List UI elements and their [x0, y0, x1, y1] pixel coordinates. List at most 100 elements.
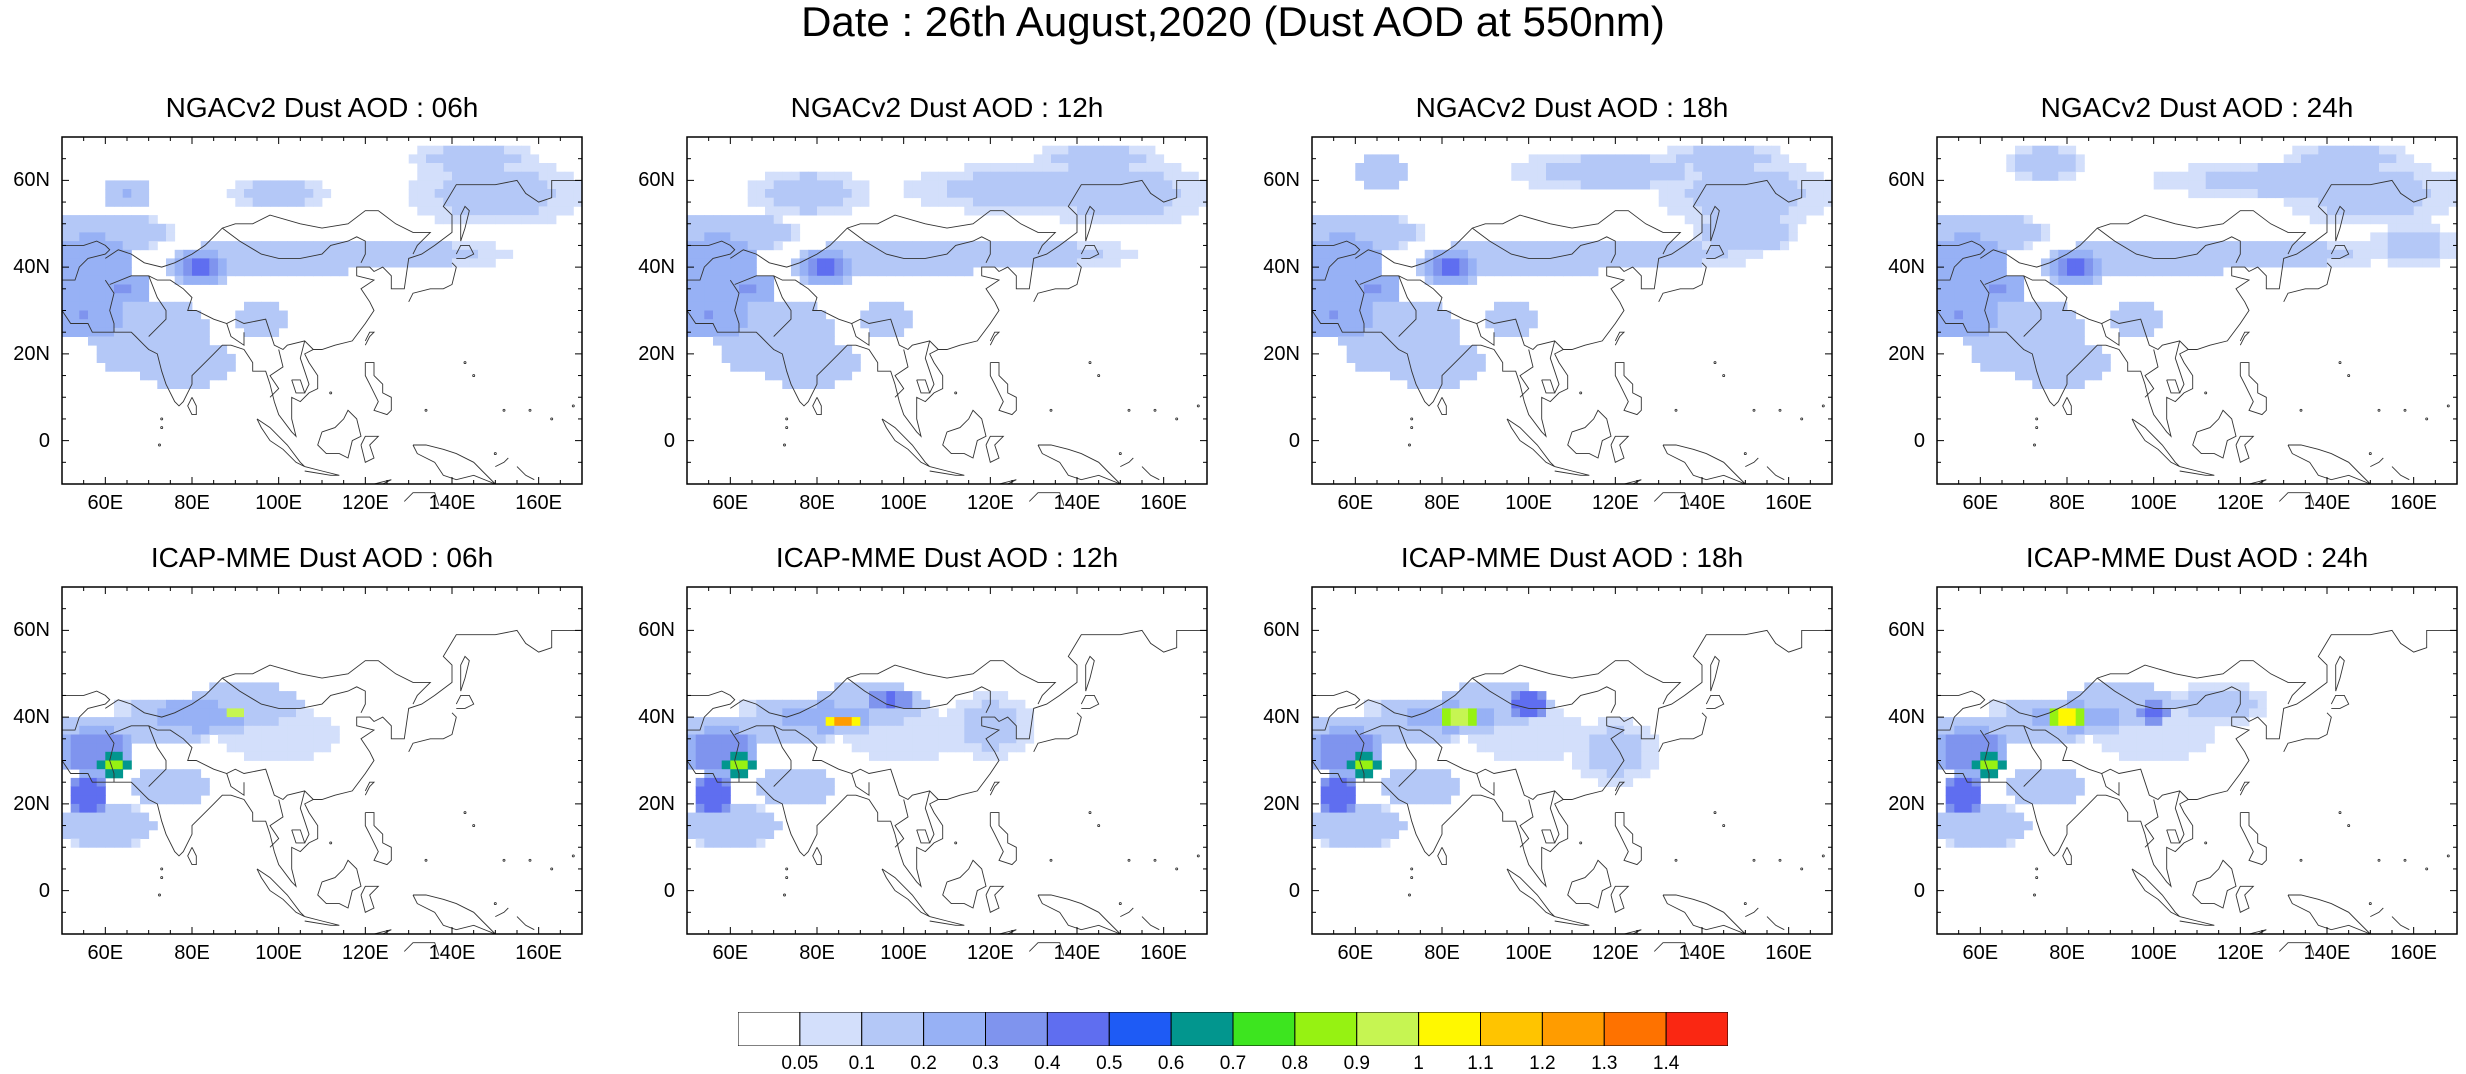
aod-cell — [79, 215, 88, 224]
aod-cell — [1338, 761, 1347, 770]
aod-cell — [322, 258, 331, 267]
aod-cell — [2223, 250, 2232, 259]
aod-cell — [97, 337, 106, 346]
aod-cell — [461, 163, 470, 172]
aod-cell — [990, 708, 999, 717]
aod-cell — [513, 215, 522, 224]
aod-cell — [235, 241, 244, 250]
aod-cell — [869, 267, 878, 276]
island — [1744, 453, 1746, 455]
aod-cell — [1989, 804, 1998, 813]
aod-cell — [748, 821, 757, 830]
aod-cell — [1390, 163, 1399, 172]
aod-cell — [123, 215, 132, 224]
aod-cell — [1364, 735, 1373, 744]
aod-cell — [1347, 787, 1356, 796]
aod-cell — [97, 821, 106, 830]
aod-cell — [964, 198, 973, 207]
aod-cell — [930, 735, 939, 744]
aod-cell — [765, 172, 774, 181]
aod-cell — [1946, 285, 1955, 294]
aod-cell — [253, 302, 262, 311]
aod-cell — [791, 717, 800, 726]
aod-cell — [834, 276, 843, 285]
aod-cell — [2110, 241, 2119, 250]
aod-cell — [131, 830, 140, 839]
aod-cell — [2301, 154, 2310, 163]
aod-cell — [1329, 276, 1338, 285]
aod-cell — [1589, 761, 1598, 770]
aod-cell — [218, 363, 227, 372]
aod-cell — [2136, 682, 2145, 691]
aod-cell — [1373, 232, 1382, 241]
aod-cell — [1563, 717, 1572, 726]
aod-cell — [730, 804, 739, 813]
aod-cell — [1633, 726, 1642, 735]
aod-cell — [313, 198, 322, 207]
aod-cell — [270, 198, 279, 207]
aod-cell — [2006, 285, 2015, 294]
aod-cell — [1537, 172, 1546, 181]
aod-cell — [2015, 328, 2024, 337]
aod-cell — [2362, 241, 2371, 250]
aod-cell — [817, 354, 826, 363]
island — [786, 418, 788, 420]
aod-cell — [1103, 250, 1112, 259]
aod-cell — [765, 787, 774, 796]
aod-cell — [140, 821, 149, 830]
aod-cell — [973, 250, 982, 259]
aod-cell — [1963, 839, 1972, 848]
aod-cell — [114, 345, 123, 354]
aod-cell — [1172, 172, 1181, 181]
coastline-path — [2288, 445, 2370, 484]
aod-cell — [287, 752, 296, 761]
aod-cell — [1963, 285, 1972, 294]
aod-cell — [1025, 163, 1034, 172]
aod-cell — [88, 735, 97, 744]
aod-cell — [2162, 180, 2171, 189]
aod-cell — [2093, 735, 2102, 744]
aod-cell — [2249, 180, 2258, 189]
aod-cell — [1780, 163, 1789, 172]
aod-cell — [313, 743, 322, 752]
aod-cell — [279, 743, 288, 752]
aod-cell — [2024, 311, 2033, 320]
aod-cell — [1390, 302, 1399, 311]
aod-cell — [1728, 215, 1737, 224]
aod-cell — [2128, 311, 2137, 320]
aod-cell — [1451, 778, 1460, 787]
aod-cell — [2301, 163, 2310, 172]
aod-cell — [2370, 189, 2379, 198]
aod-cell — [1676, 154, 1685, 163]
aod-cell — [930, 717, 939, 726]
aod-cell — [1598, 735, 1607, 744]
aod-cell — [982, 717, 991, 726]
aod-cell — [1190, 198, 1199, 207]
aod-cell — [1529, 163, 1538, 172]
aod-cell — [192, 778, 201, 787]
aod-cell — [1364, 232, 1373, 241]
aod-cell — [235, 691, 244, 700]
aod-cell — [478, 189, 487, 198]
aod-cell — [2171, 267, 2180, 276]
aod-cell — [713, 813, 722, 822]
aod-cell — [1112, 258, 1121, 267]
aod-cell — [973, 189, 982, 198]
aod-cell — [739, 821, 748, 830]
aod-cell — [1980, 804, 1989, 813]
aod-cell — [287, 258, 296, 267]
aod-cell — [1546, 180, 1555, 189]
aod-cell — [826, 276, 835, 285]
aod-cell — [1068, 241, 1077, 250]
aod-cell — [999, 717, 1008, 726]
island — [1822, 855, 1824, 857]
aod-cell — [834, 700, 843, 709]
aod-cell — [140, 198, 149, 207]
aod-cell — [2093, 363, 2102, 372]
aod-cell — [1347, 717, 1356, 726]
aod-cell — [1381, 778, 1390, 787]
aod-cell — [521, 198, 530, 207]
aod-cell — [843, 691, 852, 700]
aod-cell — [730, 215, 739, 224]
aod-cell — [2015, 293, 2024, 302]
